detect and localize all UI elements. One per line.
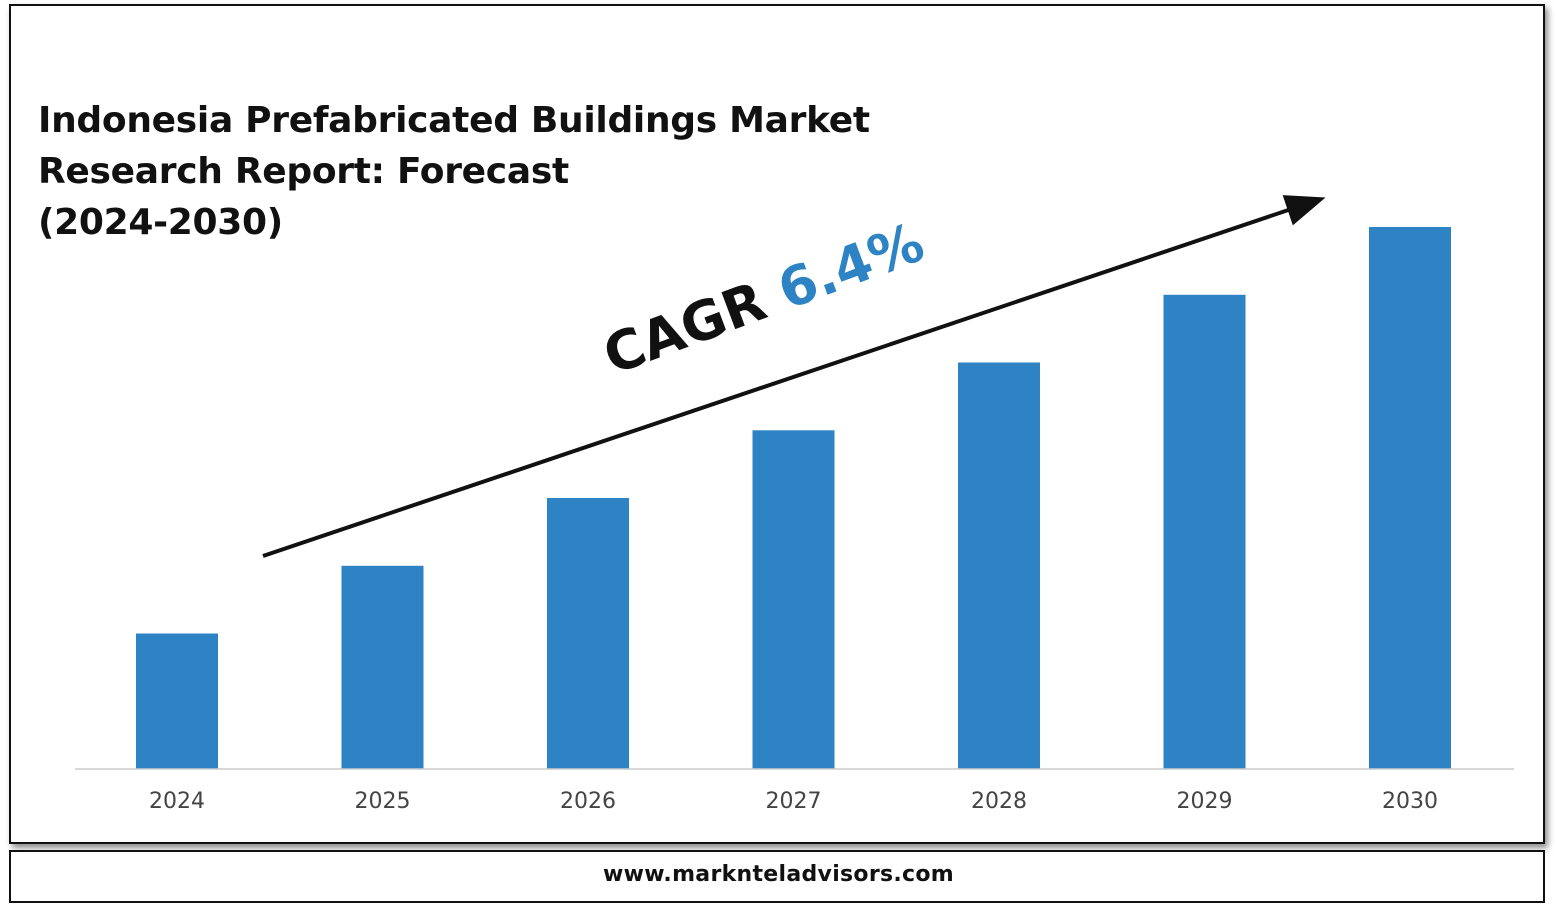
x-tick-label-2025: 2025 bbox=[355, 789, 411, 814]
x-tick-label-2029: 2029 bbox=[1177, 789, 1233, 814]
x-tick-label-2027: 2027 bbox=[766, 789, 822, 814]
bar-2030 bbox=[1369, 227, 1451, 769]
footer-url[interactable]: www.marknteladvisors.com bbox=[602, 862, 955, 887]
title-line-3: (2024-2030) bbox=[38, 202, 283, 243]
bar-2025 bbox=[341, 565, 424, 770]
x-tick-label-2030: 2030 bbox=[1382, 789, 1438, 814]
x-tick-label-2026: 2026 bbox=[560, 789, 616, 814]
bar-2027 bbox=[752, 430, 835, 770]
chart-title: Indonesia Prefabricated Buildings Market… bbox=[38, 95, 898, 248]
footer-bar bbox=[9, 850, 1545, 903]
title-line-1: Indonesia Prefabricated Buildings Market bbox=[38, 100, 870, 141]
bar-2029 bbox=[1163, 294, 1246, 770]
bar-2026 bbox=[547, 498, 629, 769]
bar-2024 bbox=[136, 633, 218, 769]
x-axis-ticks: 2024 2025 2026 2027 2028 2029 2030 bbox=[149, 789, 1438, 814]
title-line-2: Research Report: Forecast bbox=[38, 151, 569, 192]
bar-series bbox=[136, 227, 1451, 770]
trend-arrow bbox=[262, 195, 1326, 558]
x-tick-label-2028: 2028 bbox=[971, 789, 1027, 814]
x-tick-label-2024: 2024 bbox=[149, 789, 205, 814]
bar-2028 bbox=[958, 362, 1040, 769]
